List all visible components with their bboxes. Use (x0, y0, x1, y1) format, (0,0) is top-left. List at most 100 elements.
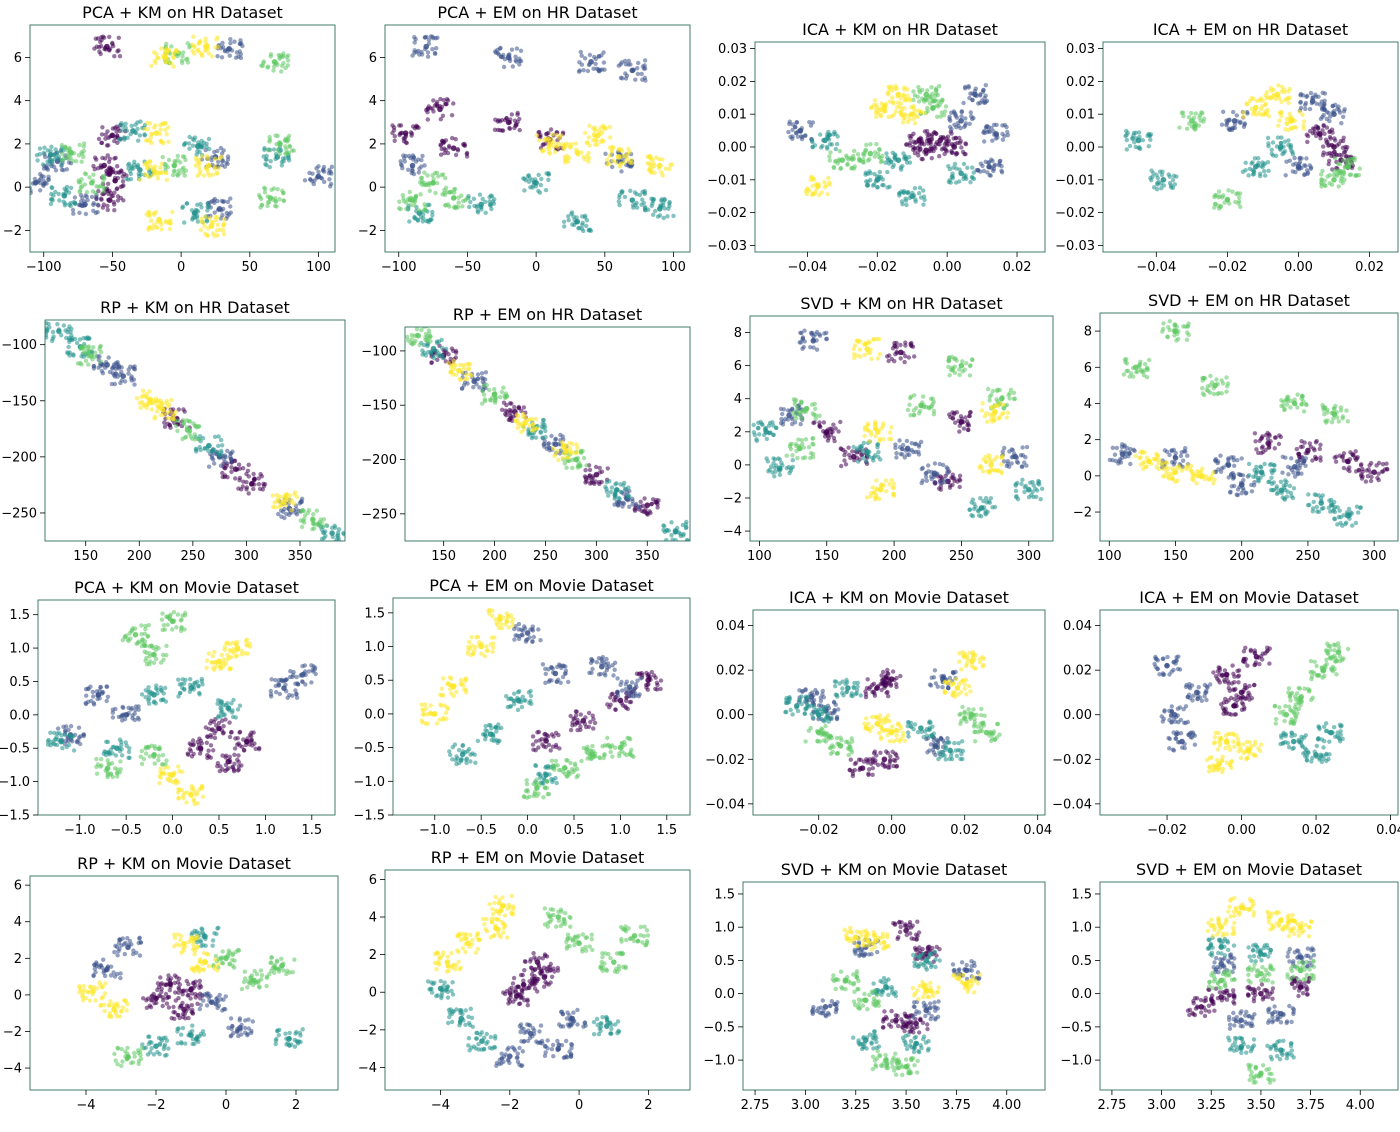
scatter-point (987, 394, 992, 399)
scatter-point (889, 425, 894, 430)
scatter-point (877, 146, 882, 152)
scatter-point (876, 450, 881, 455)
scatter-point (205, 445, 210, 450)
scatter-point (489, 398, 494, 403)
scatter-point (634, 192, 639, 197)
scatter-point (207, 216, 213, 221)
scatter-point (907, 160, 913, 165)
scatter-point (314, 166, 319, 171)
scatter-point (1180, 110, 1186, 115)
scatter-point (929, 156, 934, 161)
scatter-point (99, 35, 104, 40)
scatter-point (100, 363, 106, 368)
scatter-point (105, 203, 110, 209)
scatter-point (1160, 169, 1165, 174)
scatter-point (1279, 490, 1284, 495)
scatter-point (272, 203, 278, 209)
scatter-point (1004, 124, 1009, 130)
scatter-point (1343, 144, 1348, 150)
scatter-point (794, 120, 800, 125)
scatter-point (93, 350, 98, 355)
scatter-point (916, 84, 921, 90)
scatter-point (78, 199, 84, 204)
scatter-point (50, 329, 56, 335)
scatter-point (120, 128, 125, 133)
scatter-point (1004, 415, 1009, 420)
scatter-point (913, 449, 918, 455)
scatter-point (1375, 475, 1380, 481)
scatter-point (989, 125, 994, 131)
scatter-point (567, 441, 572, 446)
scatter-point (84, 189, 90, 195)
scatter-point (1341, 114, 1346, 120)
scatter-point (917, 191, 922, 196)
scatter-point (1298, 105, 1304, 111)
scatter-point (1275, 490, 1281, 495)
scatter-point (650, 497, 656, 502)
scatter-point (546, 146, 552, 151)
scatter-point (212, 210, 217, 215)
scatter-point (475, 376, 481, 381)
scatter-point (49, 144, 54, 149)
scatter-point (206, 136, 212, 142)
x-tick-label: 200 (882, 549, 907, 564)
scatter-point (413, 338, 418, 344)
scatter-point (1314, 101, 1319, 106)
scatter-point (669, 162, 675, 167)
scatter-point (149, 400, 155, 405)
scatter-point (890, 164, 895, 170)
scatter-point (577, 462, 583, 467)
scatter-point (898, 165, 903, 170)
scatter-point (1240, 473, 1246, 478)
scatter-point (529, 428, 535, 434)
scatter-point (924, 470, 929, 476)
scatter-point (162, 420, 167, 425)
scatter-point (74, 340, 80, 346)
scatter-point (159, 161, 164, 166)
scatter-point (501, 64, 507, 70)
scatter-point (1363, 479, 1369, 484)
scatter-point (755, 426, 761, 431)
scatter-point (626, 58, 631, 64)
scatter-point (904, 142, 909, 147)
scatter-point (1184, 126, 1190, 131)
scatter-point (652, 163, 657, 168)
scatter-point (989, 165, 995, 171)
scatter-point (147, 159, 153, 164)
scatter-point (334, 537, 339, 541)
scatter-point (1026, 495, 1032, 500)
scatter-point (256, 476, 261, 481)
scatter-point (576, 152, 581, 157)
chart-title: ICA + KM on HR Dataset (802, 20, 998, 39)
scatter-point (669, 533, 674, 538)
scatter-point (419, 164, 424, 169)
scatter-point (640, 197, 645, 202)
scatter-point (198, 447, 203, 453)
scatter-point (832, 438, 837, 444)
scatter-point (959, 416, 965, 422)
scatter-point (319, 176, 325, 181)
scatter-point (656, 498, 661, 503)
scatter-point (963, 84, 968, 90)
scatter-point (891, 112, 897, 118)
scatter-point (265, 203, 270, 209)
scatter-point (488, 202, 494, 207)
scatter-point (421, 216, 426, 221)
scatter-point (422, 202, 427, 207)
scatter-point (889, 477, 894, 483)
scatter-point (168, 218, 173, 223)
scatter-point (1288, 142, 1293, 148)
scatter-point (106, 181, 111, 186)
scatter-point (917, 144, 922, 149)
scatter-point (874, 336, 879, 342)
scatter-point (106, 355, 111, 360)
scatter-point (946, 179, 951, 185)
scatter-point (581, 154, 586, 160)
scatter-point (764, 456, 769, 461)
scatter-point (228, 451, 234, 456)
scatter-point (838, 419, 843, 425)
scatter-point (225, 448, 230, 454)
scatter-point (828, 432, 834, 437)
scatter-point (138, 405, 143, 411)
scatter-point (453, 152, 459, 158)
